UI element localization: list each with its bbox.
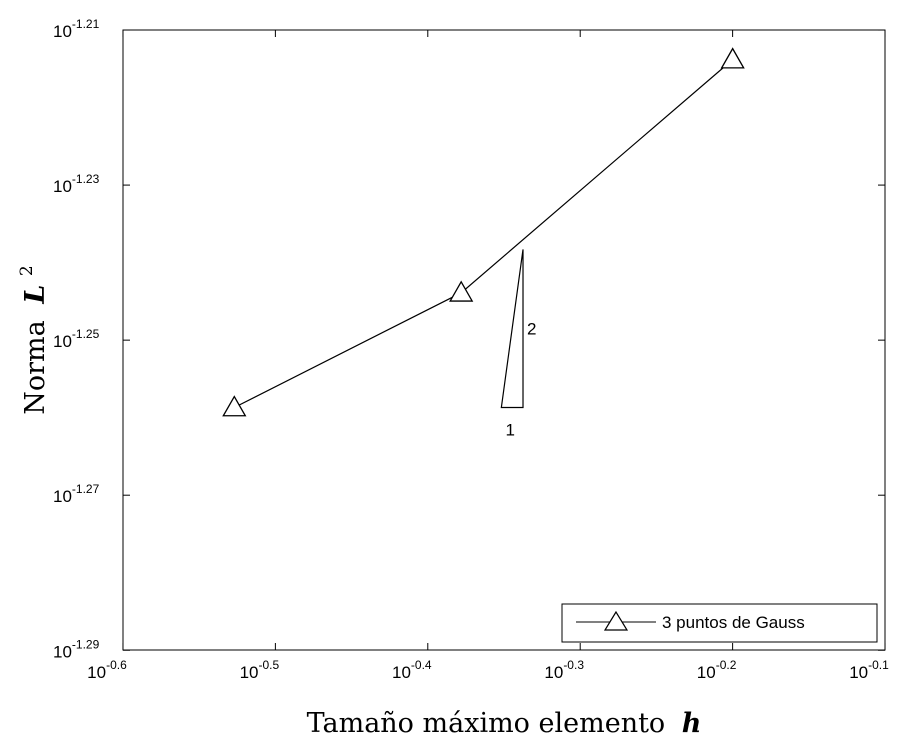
x-tick-exponent: -0.3 xyxy=(563,658,584,672)
legend-label: 3 puntos de Gauss xyxy=(662,613,805,632)
legend: 3 puntos de Gauss xyxy=(561,603,878,643)
plot-area xyxy=(122,29,886,651)
y-axis-title: Norma L 2 xyxy=(17,265,51,415)
x-axis-title: Tamaño máximo elemento h xyxy=(307,708,702,739)
x-tick-base: 10 xyxy=(544,663,563,682)
x-tick-exponent: -0.5 xyxy=(258,658,279,672)
data-point-triangle xyxy=(222,395,247,417)
x-tick-exponent: -0.4 xyxy=(411,658,432,672)
data-point-triangle xyxy=(720,47,745,69)
y-tick-label: 10-1.29 xyxy=(53,637,100,661)
x-tick-exponent: -0.1 xyxy=(868,658,889,672)
x-tick-base: 10 xyxy=(849,663,868,682)
x-tick-label: 10-0.6 xyxy=(87,658,127,682)
y-tick-base: 10 xyxy=(53,332,72,351)
x-axis-variable: h xyxy=(682,708,702,739)
y-tick-base: 10 xyxy=(53,177,72,196)
x-ticks: 10-0.6 10-0.5 10-0.4 10-0.3 10-0.2 10-0.1 xyxy=(87,30,889,682)
slope-triangle-shape xyxy=(500,249,524,409)
y-tick-label: 10-1.25 xyxy=(53,327,100,351)
y-tick-base: 10 xyxy=(53,487,72,506)
legend-marker-triangle xyxy=(603,610,629,631)
y-tick-label: 10-1.27 xyxy=(53,482,100,506)
data-point-triangle xyxy=(449,280,474,302)
slope-triangle: 12 xyxy=(500,249,536,440)
slope-rise-label: 2 xyxy=(527,319,536,338)
y-tick-label: 10-1.21 xyxy=(53,17,100,41)
y-tick-base: 10 xyxy=(53,22,72,41)
y-tick-base: 10 xyxy=(53,642,72,661)
y-tick-exponent: -1.21 xyxy=(72,17,100,31)
x-tick-exponent: -0.2 xyxy=(716,658,737,672)
x-tick-base: 10 xyxy=(240,663,259,682)
y-axis-variable: L xyxy=(20,285,51,305)
y-tick-label: 10-1.23 xyxy=(53,172,100,196)
y-tick-exponent: -1.23 xyxy=(72,172,100,186)
x-tick-exponent: -0.6 xyxy=(106,658,127,672)
y-tick-exponent: -1.27 xyxy=(72,482,100,496)
x-tick-label: 10-0.5 xyxy=(240,658,280,682)
x-tick-label: 10-0.1 xyxy=(849,658,889,682)
y-axis-variable-superscript: 2 xyxy=(17,265,37,276)
x-tick-label: 10-0.2 xyxy=(697,658,737,682)
x-tick-base: 10 xyxy=(87,663,106,682)
x-tick-label: 10-0.4 xyxy=(392,658,432,682)
series-layer xyxy=(222,47,745,417)
x-axis-title-text: Tamaño máximo elemento xyxy=(307,708,666,739)
slope-run-label: 1 xyxy=(505,421,514,440)
x-tick-label: 10-0.3 xyxy=(544,658,584,682)
y-axis-title-text: Norma xyxy=(20,320,51,415)
y-tick-exponent: -1.25 xyxy=(72,327,100,341)
y-tick-exponent: -1.29 xyxy=(72,637,100,651)
x-tick-base: 10 xyxy=(392,663,411,682)
x-tick-base: 10 xyxy=(697,663,716,682)
